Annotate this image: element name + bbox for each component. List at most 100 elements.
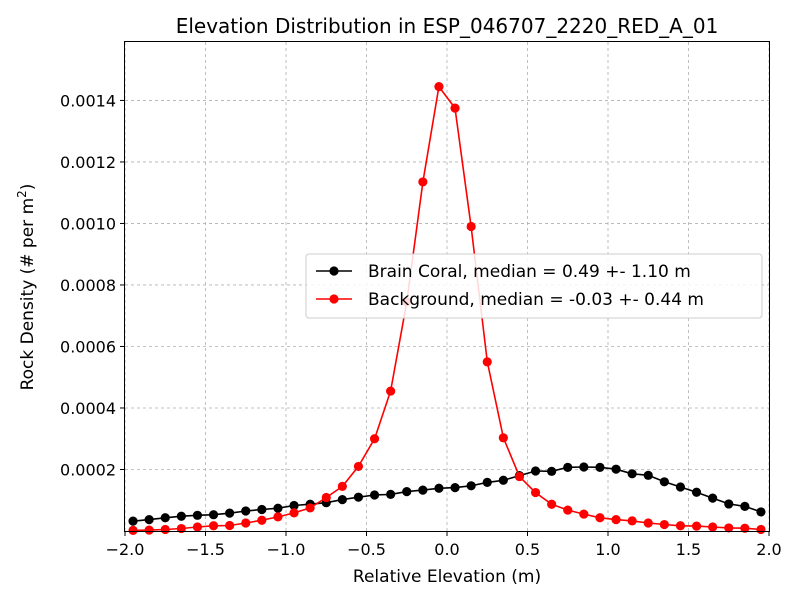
data-point <box>740 523 750 533</box>
data-point <box>257 515 267 525</box>
y-tick-label: 0.0002 <box>60 460 116 479</box>
data-point <box>530 487 541 498</box>
data-point <box>321 492 331 503</box>
data-point <box>402 487 412 497</box>
data-point <box>611 515 621 525</box>
data-point <box>675 482 686 492</box>
legend: Brain Coral, median = 0.49 +- 1.10 m Back… <box>305 253 763 319</box>
data-point <box>176 511 186 521</box>
data-point <box>128 525 138 535</box>
data-point <box>418 177 428 187</box>
data-point <box>144 525 154 535</box>
data-point <box>192 522 203 532</box>
data-point <box>659 519 669 530</box>
data-point <box>724 499 734 509</box>
data-point <box>353 492 364 502</box>
data-point <box>595 462 605 472</box>
x-tick-label: 1.5 <box>676 540 701 559</box>
data-point <box>160 513 170 523</box>
legend-entry: Brain Coral, median = 0.49 +- 1.10 m <box>316 262 691 282</box>
legend-marker <box>329 266 339 276</box>
y-axis-label-tail: ) <box>18 184 38 191</box>
data-point <box>579 462 589 472</box>
data-point <box>192 510 203 520</box>
data-point <box>547 499 557 509</box>
x-tick-label: 2.0 <box>756 540 781 559</box>
x-axis-label: Relative Elevation (m) <box>353 567 541 587</box>
x-tick-label: 0.0 <box>434 540 459 559</box>
data-point <box>289 500 299 511</box>
data-point <box>708 522 718 532</box>
data-point <box>466 221 476 232</box>
data-point <box>708 493 718 503</box>
data-point <box>386 489 396 500</box>
data-point <box>273 512 283 522</box>
y-tick-label: 0.0008 <box>60 276 116 295</box>
data-point <box>144 515 154 525</box>
data-point <box>257 504 267 515</box>
data-point <box>482 477 492 488</box>
data-point <box>643 470 653 480</box>
legend-label: Background, median = -0.03 +- 0.44 m <box>368 290 704 310</box>
y-tick-label: 0.0010 <box>60 214 116 233</box>
data-point <box>450 103 460 113</box>
data-point <box>273 503 283 513</box>
data-point <box>659 477 669 487</box>
data-point <box>337 495 347 505</box>
data-point <box>675 521 686 531</box>
data-point <box>595 513 605 523</box>
series-brain-coral <box>128 462 766 526</box>
x-tick-label: −0.5 <box>347 540 386 559</box>
data-point <box>514 471 525 482</box>
data-point <box>611 464 621 474</box>
data-point <box>691 521 702 531</box>
x-tick-label: −2.0 <box>106 540 145 559</box>
data-point <box>724 523 734 533</box>
data-point <box>434 483 444 493</box>
data-point <box>369 434 380 444</box>
data-point <box>176 523 186 534</box>
data-point <box>160 524 170 535</box>
data-point <box>208 521 219 531</box>
data-point <box>353 461 364 472</box>
series-layer <box>128 81 766 535</box>
data-point <box>530 466 541 476</box>
data-point <box>337 481 347 492</box>
y-axis-label: Rock Density (# per m2) <box>15 184 38 391</box>
data-point <box>627 516 637 526</box>
series-line <box>133 84 762 532</box>
data-point <box>627 469 637 479</box>
data-point <box>756 524 766 535</box>
data-point <box>128 516 138 526</box>
data-point <box>691 487 702 497</box>
x-tick-label: 0.5 <box>515 540 540 559</box>
legend-entry: Background, median = -0.03 +- 0.44 m <box>316 290 704 310</box>
data-point <box>208 510 219 520</box>
data-point <box>740 501 750 511</box>
chart-title: Elevation Distribution in ESP_046707_222… <box>176 14 719 38</box>
data-point <box>466 481 476 491</box>
data-point <box>563 462 573 472</box>
legend-label: Brain Coral, median = 0.49 +- 1.10 m <box>368 262 691 282</box>
data-point <box>289 508 299 518</box>
data-point <box>450 483 460 493</box>
series-line <box>133 466 762 522</box>
data-point <box>418 485 428 495</box>
y-tick-label: 0.0012 <box>60 153 116 172</box>
data-point <box>482 357 492 367</box>
data-point <box>241 506 251 516</box>
data-point <box>434 81 444 92</box>
data-point <box>498 433 508 443</box>
legend-box <box>305 253 763 319</box>
y-axis-label-main: Rock Density (# per m <box>18 198 38 391</box>
legend-marker <box>329 294 339 304</box>
data-point <box>225 520 235 531</box>
data-point <box>563 505 573 515</box>
data-point <box>386 386 396 396</box>
x-tick-label: 1.0 <box>595 540 620 559</box>
data-point <box>643 518 653 528</box>
y-axis-label-superscript: 2 <box>15 190 29 198</box>
x-tick-label: −1.5 <box>186 540 225 559</box>
data-point <box>756 507 766 517</box>
